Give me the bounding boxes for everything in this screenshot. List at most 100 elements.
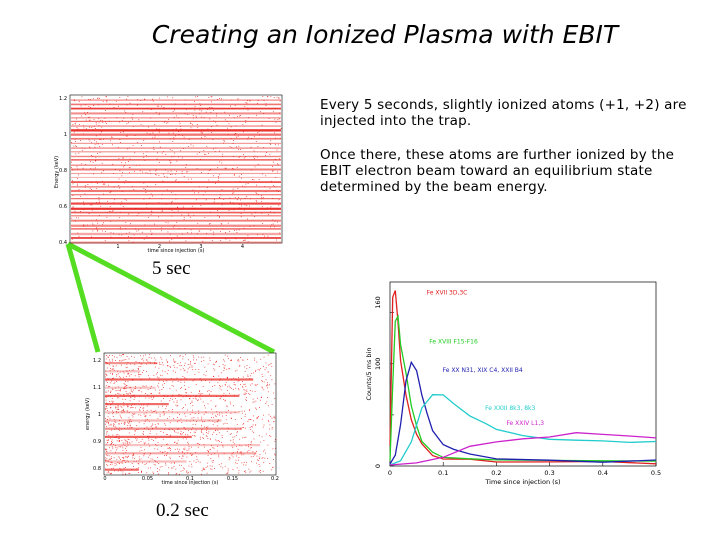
event-dot [243, 461, 245, 463]
event-dot [119, 414, 121, 416]
event-dot [133, 369, 134, 371]
event-dot [161, 193, 163, 195]
event-dot [142, 432, 144, 434]
event-dot [126, 443, 128, 445]
event-dot [134, 364, 136, 366]
event-dot [113, 383, 115, 384]
event-dot [158, 380, 160, 381]
event-dot [105, 380, 107, 382]
spectral-band [105, 427, 242, 430]
event-dot [210, 132, 212, 133]
event-dot [270, 211, 271, 213]
event-dot [175, 180, 176, 182]
event-dot [107, 419, 108, 420]
event-dot [188, 430, 189, 431]
event-dot [165, 462, 166, 464]
event-dot [202, 401, 204, 403]
event-dot [246, 365, 248, 366]
event-dot [139, 410, 141, 411]
event-dot [242, 387, 244, 388]
event-dot [121, 360, 123, 362]
event-dot [208, 170, 210, 171]
event-dot [184, 377, 186, 378]
event-dot [230, 388, 232, 389]
event-dot [269, 384, 270, 386]
event-dot [157, 105, 159, 107]
event-dot [180, 465, 182, 467]
event-dot [138, 368, 139, 370]
event-dot [194, 207, 196, 209]
event-dot [131, 186, 133, 188]
event-dot [245, 464, 247, 466]
event-dot [221, 437, 223, 438]
event-dot [77, 232, 79, 234]
event-dot [75, 141, 76, 142]
event-dot [170, 162, 171, 164]
event-dot [253, 432, 254, 434]
event-dot [226, 431, 228, 432]
event-dot [250, 198, 251, 200]
event-dot [123, 410, 125, 412]
event-dot [138, 467, 140, 469]
event-dot [105, 443, 107, 445]
event-dot [91, 202, 93, 204]
event-dot [98, 122, 100, 124]
event-dot [155, 461, 157, 463]
event-dot [121, 191, 123, 192]
event-dot [130, 419, 131, 421]
event-dot [258, 416, 259, 417]
event-dot [158, 175, 160, 176]
event-dot [99, 139, 100, 140]
event-dot [184, 449, 186, 450]
event-dot [205, 467, 207, 468]
event-dot [211, 240, 213, 241]
event-dot [269, 142, 271, 144]
event-dot [117, 393, 119, 395]
event-dot [147, 185, 148, 187]
event-dot [167, 362, 168, 363]
event-dot [120, 390, 121, 392]
event-dot [140, 366, 142, 367]
event-dot [234, 370, 236, 372]
event-dot [124, 110, 126, 112]
event-dot [185, 354, 186, 356]
event-dot [125, 456, 127, 458]
event-dot [98, 125, 100, 126]
event-dot [228, 368, 230, 370]
event-dot [159, 363, 160, 365]
event-dot [127, 438, 129, 440]
event-dot [106, 208, 108, 210]
event-dot [231, 452, 233, 454]
event-dot [241, 412, 243, 414]
event-dot [150, 467, 151, 469]
event-dot [123, 402, 124, 404]
event-dot [210, 454, 212, 455]
event-dot [213, 120, 214, 122]
event-dot [214, 199, 215, 201]
event-dot [227, 134, 229, 135]
event-dot [212, 462, 214, 463]
event-dot [90, 106, 91, 108]
event-dot [191, 366, 193, 368]
event-dot [179, 456, 180, 457]
event-dot [205, 154, 207, 155]
event-dot [211, 417, 212, 418]
event-dot [97, 230, 98, 232]
event-dot [243, 427, 245, 428]
top-plot-bands [71, 96, 282, 244]
event-dot [206, 436, 208, 437]
event-dot [195, 423, 196, 425]
event-dot [178, 451, 179, 452]
event-dot [230, 440, 232, 441]
event-dot [247, 358, 248, 360]
event-dot [234, 443, 235, 445]
event-dot [272, 219, 274, 221]
event-dot [231, 147, 233, 148]
event-dot [105, 395, 106, 397]
event-dot [255, 141, 257, 142]
event-dot [146, 410, 148, 411]
event-dot [115, 390, 117, 391]
event-dot [119, 360, 121, 362]
event-dot [242, 359, 243, 361]
event-dot [209, 381, 211, 383]
